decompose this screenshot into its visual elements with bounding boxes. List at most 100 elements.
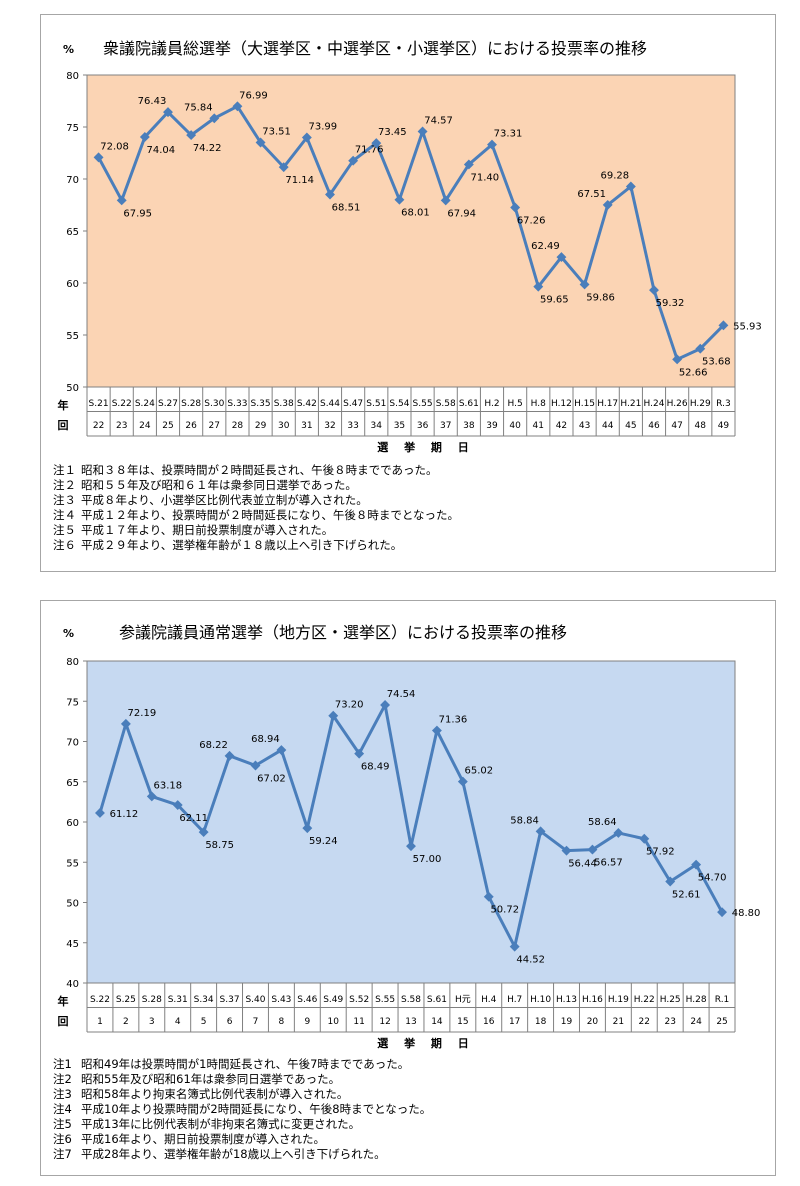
data-label: 73.20 [335, 700, 364, 711]
data-point [672, 354, 683, 365]
data-point [328, 710, 339, 721]
note-text: 平成８年より、小選挙区比例代表並立制が導入された。 [81, 493, 368, 507]
data-point [556, 252, 567, 263]
note: 注２ 昭和５５年及び昭和６１年は衆参同日選挙であった。 [53, 478, 459, 493]
data-label: 67.95 [123, 208, 152, 219]
data-label: 48.80 [732, 908, 761, 919]
data-label: 44.52 [516, 955, 545, 966]
round-label: 24 [690, 1017, 702, 1027]
category-label: H.21 [620, 399, 641, 409]
y-tick-label: 80 [66, 71, 79, 82]
category-label: S.55 [375, 995, 395, 1005]
note-label: 注２ [53, 478, 76, 492]
round-label: 43 [579, 421, 590, 431]
category-label: R.1 [715, 995, 730, 1005]
round-label: 27 [209, 421, 220, 431]
round-label: 19 [561, 1017, 573, 1027]
note-label: 注６ [53, 538, 76, 552]
y-tick-label: 60 [66, 279, 79, 290]
data-label: 58.75 [205, 840, 234, 851]
round-label: 37 [440, 421, 451, 431]
data-point [139, 132, 150, 142]
unit-label: % [63, 43, 74, 56]
note: 注４ 平成１２年より、投票時間が２時間延長になり、午後８時までとなった。 [53, 508, 459, 523]
data-point [172, 800, 183, 810]
category-label: S.55 [413, 399, 433, 409]
note-label: 注5 [53, 1117, 72, 1131]
round-label: 3 [149, 1017, 155, 1027]
category-label: S.54 [389, 399, 409, 409]
data-point [509, 941, 520, 952]
year-row-label: 年 [58, 994, 69, 1008]
round-label: 25 [162, 421, 173, 431]
round-label: 12 [379, 1017, 390, 1027]
data-label: 73.45 [378, 127, 407, 138]
category-label: H.10 [530, 995, 551, 1005]
round-label: 36 [417, 421, 429, 431]
data-point [431, 725, 442, 736]
data-label: 52.61 [672, 889, 701, 900]
round-label: 14 [431, 1017, 443, 1027]
data-label: 73.31 [494, 129, 523, 140]
round-label: 25 [716, 1017, 727, 1027]
category-label: H.17 [597, 399, 618, 409]
data-label: 53.68 [702, 357, 731, 368]
note-label: 注4 [53, 1102, 72, 1116]
category-label: S.47 [343, 399, 363, 409]
round-label: 31 [301, 421, 312, 431]
category-label: S.31 [168, 995, 188, 1005]
data-label: 59.24 [309, 836, 338, 847]
note-text: 昭和49年は投票時間が1時間延長され、午後7時までであった。 [81, 1057, 410, 1071]
note-label: 注1 [53, 1057, 72, 1071]
note-text: 平成２９年より、選挙権年齢が１８歳以上へ引き下げられた。 [81, 538, 403, 552]
note: 注2 昭和55年及び昭和61年は衆参同日選挙であった。 [53, 1072, 431, 1087]
category-label: H.2 [484, 399, 499, 409]
data-label: 68.22 [199, 740, 228, 751]
data-point [325, 189, 335, 200]
house-of-representatives-chart: % 衆議院議員総選挙（大選挙区・中選挙区・小選挙区）における投票率の推移 年 回… [58, 39, 762, 454]
note-label: 注３ [53, 493, 76, 507]
data-point [440, 195, 451, 206]
y-tick-label: 80 [66, 657, 79, 668]
round-label: 10 [328, 1017, 340, 1027]
data-point [198, 827, 209, 838]
data-point [561, 845, 572, 856]
category-label: H元 [455, 995, 471, 1005]
note-text: 昭和55年及び昭和61年は衆参同日選挙であった。 [81, 1072, 341, 1086]
data-label: 71.14 [285, 175, 314, 186]
category-label: S.38 [274, 399, 294, 409]
category-label: S.33 [227, 399, 247, 409]
data-point [717, 907, 727, 918]
category-label: H.19 [608, 995, 629, 1005]
year-row-label: 年 [58, 398, 69, 412]
note-label: 注7 [53, 1147, 72, 1161]
note-label: 注6 [53, 1132, 72, 1146]
data-point [93, 152, 104, 163]
category-label: S.28 [181, 399, 201, 409]
y-tick-label: 75 [66, 697, 79, 708]
note: 注6 平成16年より、期日前投票制度が導入された。 [53, 1132, 431, 1147]
category-label: S.44 [320, 399, 340, 409]
category-label: S.22 [90, 995, 110, 1005]
data-point [209, 113, 220, 124]
note-text: 昭和58年より拘束名簿式比例代表制が導入された。 [81, 1087, 349, 1101]
note-text: 平成16年より、期日前投票制度が導入された。 [81, 1132, 325, 1146]
y-tick-label: 75 [66, 123, 79, 134]
category-label: S.58 [401, 995, 421, 1005]
round-label: 23 [664, 1017, 675, 1027]
note: 注５ 平成１７年より、期日前投票制度が導入された。 [53, 523, 459, 538]
category-label: H.24 [644, 399, 665, 409]
category-label: S.25 [116, 995, 136, 1005]
data-label: 52.66 [679, 367, 708, 378]
note: 注7 平成28年より、選挙権年齢が18歳以上へ引き下げられた。 [53, 1147, 431, 1162]
round-label: 49 [718, 421, 730, 431]
data-point [278, 162, 289, 173]
data-point [533, 281, 544, 292]
data-point [602, 199, 613, 210]
data-label: 73.51 [262, 126, 291, 137]
category-label: H.7 [507, 995, 522, 1005]
round-row-label: 回 [58, 418, 69, 432]
round-label: 8 [279, 1017, 285, 1027]
note-text: 平成１２年より、投票時間が２時間延長になり、午後８時までとなった。 [81, 508, 460, 522]
round-label: 17 [509, 1017, 520, 1027]
